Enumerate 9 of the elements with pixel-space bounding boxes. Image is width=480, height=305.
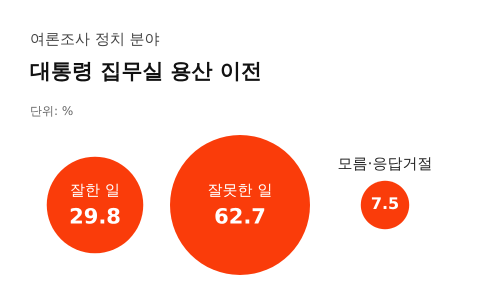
data-label: 7.5 — [370, 194, 400, 214]
text: 여론조사 정치 분야 — [30, 30, 161, 49]
category-label: 모름·응답거절 — [338, 154, 432, 173]
text: 대통령 집무실 용산 이전 — [30, 58, 263, 85]
category-label: 잘못한 일 — [208, 180, 272, 199]
text: 단위: % — [30, 103, 74, 120]
data-label: 62.7 — [214, 204, 266, 228]
data-label: 29.8 — [69, 204, 121, 228]
category-label: 잘한 일 — [70, 180, 120, 199]
